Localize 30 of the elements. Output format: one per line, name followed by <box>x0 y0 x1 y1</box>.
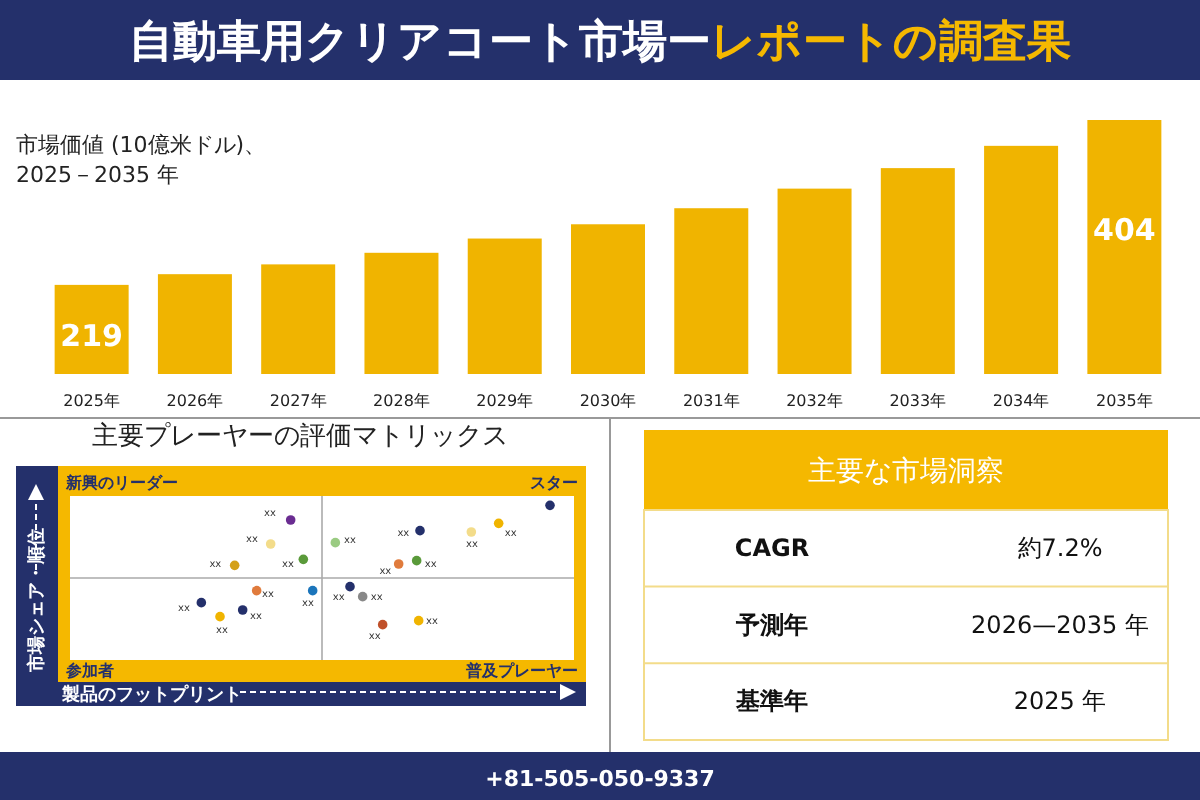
chart-subtitle: レポートの調査果 <box>711 16 1073 68</box>
text: 予測年 <box>734 610 808 639</box>
x-tick-label: 2032年 <box>786 392 843 410</box>
data-label: 219 <box>60 318 123 354</box>
chart-title: 自動車用クリアコート市場ー <box>129 16 711 68</box>
text: 参加者 <box>64 662 114 680</box>
x-tick-label: 2031年 <box>682 392 740 410</box>
text: スター <box>530 474 578 492</box>
text: +81-505-050-9337 <box>485 766 715 792</box>
text: 2026—2035 年 <box>971 610 1149 639</box>
text: CAGR <box>734 534 810 562</box>
text: 主要な市場洞察 <box>808 456 1004 488</box>
y-axis-title: 市場価値 (10億米ドル)、2025－2035 年 <box>16 132 267 188</box>
x-tick-label: 2027年 <box>269 392 327 410</box>
text: 基準年 <box>734 687 808 716</box>
x-tick-label: 2034年 <box>992 392 1050 410</box>
text: 2025 年 <box>1013 687 1107 716</box>
text: 約7.2% <box>1017 534 1103 562</box>
text: 新興のリーダー <box>64 472 178 492</box>
text: 製品のフットプリント <box>60 684 242 706</box>
x-tick-label: 2029年 <box>476 392 534 410</box>
x-tick-label: 2035年 <box>1096 392 1153 410</box>
x-tick-label: 2028年 <box>373 392 430 410</box>
x-tick-label: 2025年 <box>63 392 120 410</box>
x-tick-label: 2026年 <box>166 392 224 410</box>
data-label: 404 <box>1093 212 1156 248</box>
x-tick-label: 2030年 <box>579 392 637 410</box>
text: 普及プレーヤー <box>464 660 578 680</box>
x-tick-label: 2033年 <box>889 392 947 410</box>
text: 主要プレーヤーの評価マトリックス <box>92 420 508 452</box>
